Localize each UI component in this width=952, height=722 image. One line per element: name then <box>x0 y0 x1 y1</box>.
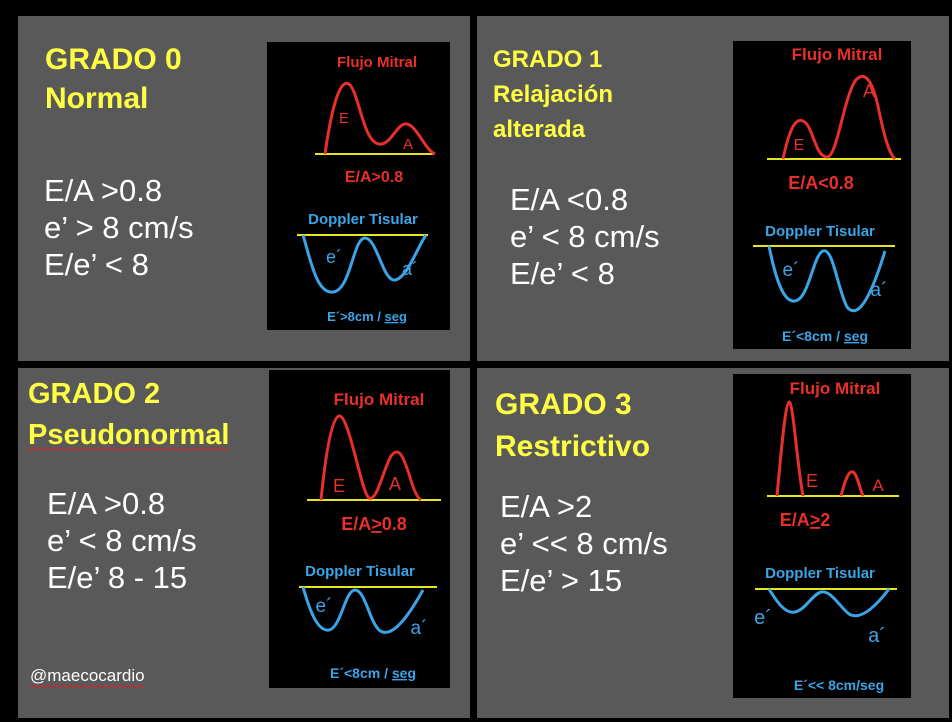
grado-2-e-prime: e’ < 8 cm/s <box>47 523 197 559</box>
tissue-wave-e: e´ <box>326 247 342 267</box>
grado-2-ea: E/A >0.8 <box>47 486 166 521</box>
grado-1-title-line2: Relajación <box>493 80 614 108</box>
grado-3-title: GRADO 3 Restrictivo <box>495 384 650 468</box>
grado-1-title: GRADO 1 Relajación alterada <box>493 43 613 147</box>
tissue-doppler-title: Doppler Tisular <box>765 223 875 240</box>
velocity-label-unit: seg <box>392 665 416 681</box>
tissue-wave-e: e´ <box>754 607 772 629</box>
grado-3-diagram: Flujo Mitral E A E/A>2 Doppler Tisular e… <box>733 374 911 698</box>
mitral-peak-a: A <box>872 476 884 495</box>
tissue-wave-a: a´ <box>871 280 888 301</box>
grado-3-e-eprime: E/e’ > 15 <box>500 563 623 599</box>
mitral-peak-a: A <box>403 136 413 153</box>
velocity-label: E´>8cm / seg <box>327 309 407 324</box>
grado-3-title-line2: Restrictivo <box>495 430 651 463</box>
ea-ratio-pre: E/A <box>341 514 371 534</box>
grado-0-title-line1: GRADO 0 <box>45 43 182 76</box>
velocity-label-main: E´<8cm / <box>782 328 844 344</box>
velocity-label: E´<8cm / seg <box>782 328 868 344</box>
mitral-waveform <box>781 74 897 161</box>
grado-2-e-eprime: E/e’ 8 - 15 <box>47 560 188 596</box>
grado-0-e-prime: e’ > 8 cm/s <box>44 210 194 246</box>
grado-0-title: GRADO 0 Normal <box>45 40 182 118</box>
ea-ratio-post: 0.8 <box>382 514 407 534</box>
velocity-label-main: E´<8cm / <box>330 665 392 681</box>
mitral-flow-title: Flujo Mitral <box>792 45 883 64</box>
watermark: @maecocardio <box>30 666 145 685</box>
ea-ratio-op: > <box>371 514 382 534</box>
mitral-peak-e: E <box>339 110 349 127</box>
mitral-peak-a: A <box>863 81 875 101</box>
tissue-wave-a: a´ <box>868 625 886 647</box>
grado-2-diagram-svg: Flujo Mitral E A E/A>0.8 Doppler Tisular… <box>299 390 441 681</box>
velocity-label: E´<< 8cm/seg <box>794 677 884 693</box>
grado-1-title-line1: GRADO 1 <box>493 46 603 73</box>
mitral-waveform <box>775 400 805 497</box>
grado-2-title-line2: Pseudonormal <box>28 418 230 451</box>
tissue-doppler-title: Doppler Tisular <box>308 211 418 228</box>
mitral-a-wave <box>839 470 865 497</box>
grado-1-e-eprime: E/e’ < 8 <box>510 256 615 292</box>
velocity-label-main: E´>8cm / <box>327 309 384 324</box>
velocity-label: E´<8cm / seg <box>330 665 416 681</box>
grado-3-ea: E/A >2 <box>500 489 593 524</box>
grado-0-diagram: Flujo Mitral E A E/A>0.8 Doppler Tisular… <box>267 42 450 330</box>
grado-3-stats: E/A >2 e’ << 8 cm/s E/e’ > 15 <box>500 488 668 600</box>
grado-2-title-line1: GRADO 2 <box>28 378 161 410</box>
grado-0-title-line2: Normal <box>45 82 149 115</box>
mitral-peak-a: A <box>389 474 401 494</box>
grado-3-e-prime: e’ << 8 cm/s <box>500 526 668 562</box>
tissue-waveform <box>301 234 428 294</box>
grado-3-diagram-svg: Flujo Mitral E A E/A>2 Doppler Tisular e… <box>754 379 899 693</box>
tissue-wave-a: a´ <box>402 259 418 279</box>
grado-1-title-line3: alterada <box>493 115 586 143</box>
grado-3-title-line1: GRADO 3 <box>495 388 632 421</box>
tissue-wave-a: a´ <box>411 618 428 639</box>
tissue-doppler-title: Doppler Tisular <box>765 565 875 582</box>
grado-0-diagram-svg: Flujo Mitral E A E/A>0.8 Doppler Tisular… <box>297 54 436 324</box>
grado-1-stats: E/A <0.8 e’ < 8 cm/s E/e’ < 8 <box>510 181 660 293</box>
tissue-doppler-title: Doppler Tisular <box>305 563 415 580</box>
ea-ratio-op: > <box>810 510 821 530</box>
grado-0-ea: E/A >0.8 <box>44 173 163 208</box>
ea-ratio-pre: E/A <box>780 510 810 530</box>
tissue-waveform <box>767 245 887 313</box>
grado-2-title: GRADO 2 Pseudonormal <box>28 374 229 455</box>
grado-1-e-prime: e’ < 8 cm/s <box>510 219 660 255</box>
grado-1-diagram: Flujo Mitral E A E/A<0.8 Doppler Tisular… <box>733 41 911 349</box>
mitral-peak-e: E <box>806 471 818 491</box>
ea-ratio-label: E/A>2 <box>780 510 831 530</box>
tissue-wave-e: e´ <box>316 596 333 617</box>
grado-1-ea: E/A <0.8 <box>510 182 629 217</box>
tissue-waveform <box>767 588 891 618</box>
ea-ratio-label: E/A<0.8 <box>788 173 854 193</box>
grado-0-stats: E/A >0.8 e’ > 8 cm/s E/e’ < 8 <box>44 172 194 284</box>
velocity-label-unit: seg <box>385 309 407 324</box>
ea-ratio-post: 2 <box>820 510 830 530</box>
grado-2-stats: E/A >0.8 e’ < 8 cm/s E/e’ 8 - 15 <box>47 485 197 597</box>
mitral-waveform <box>323 81 436 156</box>
mitral-flow-title: Flujo Mitral <box>337 54 417 71</box>
tissue-waveform <box>301 586 425 634</box>
velocity-label-unit: seg <box>844 328 868 344</box>
mitral-flow-title: Flujo Mitral <box>790 379 881 398</box>
ea-ratio-label: E/A>0.8 <box>345 169 403 186</box>
grado-1-diagram-svg: Flujo Mitral E A E/A<0.8 Doppler Tisular… <box>753 45 901 344</box>
grado-0-e-eprime: E/e’ < 8 <box>44 247 149 283</box>
mitral-flow-title: Flujo Mitral <box>334 390 425 409</box>
tissue-wave-e: e´ <box>783 260 800 281</box>
grado-2-diagram: Flujo Mitral E A E/A>0.8 Doppler Tisular… <box>269 370 450 688</box>
mitral-peak-e: E <box>333 476 345 496</box>
ea-ratio-label: E/A>0.8 <box>341 514 407 534</box>
mitral-peak-e: E <box>794 137 805 154</box>
mitral-waveform <box>319 414 422 502</box>
